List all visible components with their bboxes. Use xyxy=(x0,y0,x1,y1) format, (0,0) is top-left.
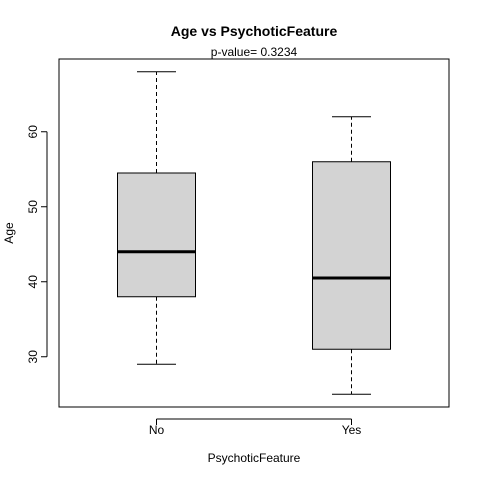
x-tick-label: Yes xyxy=(342,423,362,437)
box-no xyxy=(117,71,196,365)
y-tick-label: 50 xyxy=(26,200,40,214)
chart-subtitle: p-value= 0.3234 xyxy=(211,45,298,59)
plot-frame xyxy=(58,58,450,408)
boxes-group xyxy=(117,71,391,395)
y-axis: 30 40 50 60 xyxy=(26,125,48,364)
chart-title: Age vs PsychoticFeature xyxy=(171,23,338,39)
y-axis-label: Age xyxy=(2,222,16,244)
x-axis: No Yes xyxy=(149,418,362,437)
y-tick-label: 60 xyxy=(26,125,40,139)
x-axis-label: PsychoticFeature xyxy=(208,451,301,465)
y-tick-label: 30 xyxy=(26,350,40,364)
box-yes xyxy=(312,116,391,395)
iqr-box xyxy=(117,172,196,298)
x-tick-label: No xyxy=(149,423,165,437)
y-tick-label: 40 xyxy=(26,275,40,289)
iqr-box xyxy=(312,161,391,350)
